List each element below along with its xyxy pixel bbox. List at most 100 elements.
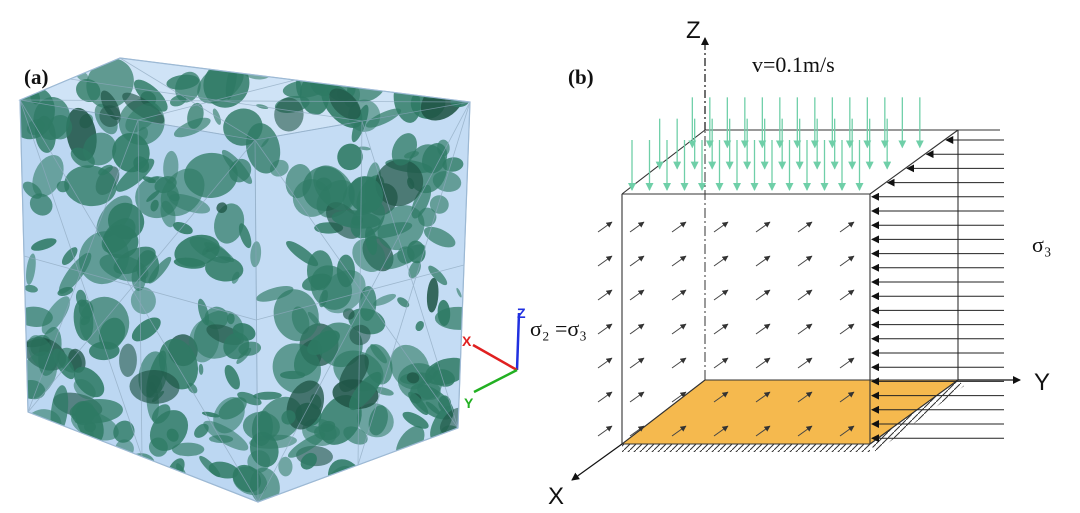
face-stress-arrow: [629, 255, 645, 267]
fracture-disc: [300, 452, 317, 470]
face-stress-arrow: [671, 289, 687, 301]
fracture-disc: [133, 79, 168, 112]
fracture-disc: [365, 108, 402, 128]
fracture-disc: [224, 364, 240, 390]
fracture-disc: [201, 411, 220, 418]
fracture-disc: [358, 286, 377, 321]
face-stress-arrow: [839, 391, 855, 403]
right-face-stress-arrows: [871, 136, 1004, 443]
fracture-disc: [27, 335, 56, 371]
side-stress-label: σ₂ =σ₃: [530, 316, 587, 341]
fracture-disc: [406, 372, 420, 384]
fracture-disc: [163, 150, 179, 184]
fracture-disc: [70, 147, 95, 169]
face-stress-arrow: [797, 425, 813, 437]
face-stress-arrow: [797, 289, 813, 301]
face-stress-arrow: [839, 425, 855, 437]
face-stress-arrow: [713, 357, 729, 369]
fracture-disc: [197, 298, 210, 326]
fracture-disc: [389, 481, 403, 490]
face-stress-arrow: [629, 391, 645, 403]
fracture-disc: [253, 391, 282, 400]
side-stress-arrow: [597, 425, 613, 437]
panel-b-boundary-conditions: (b) Z Y X: [530, 17, 1052, 510]
fracture-disc: [287, 432, 326, 458]
face-stress-arrow: [671, 357, 687, 369]
fracture-disc: [113, 420, 135, 443]
fracture-disc: [412, 58, 450, 99]
fracture-disc: [274, 97, 304, 132]
face-stress-arrow: [755, 391, 771, 403]
fracture-disc: [24, 284, 38, 293]
fracture-disc: [216, 202, 228, 214]
face-stress-arrow: [629, 323, 645, 335]
face-stress-arrow: [671, 255, 687, 267]
fracture-disc: [423, 226, 456, 248]
fracture-disc: [26, 253, 36, 285]
fracture-disc: [148, 437, 168, 457]
fracture-disc: [173, 117, 211, 138]
fracture-disc: [384, 468, 389, 478]
fracture-disc: [421, 143, 448, 174]
fracture-disc: [432, 369, 455, 387]
fracture-disc: [198, 363, 204, 375]
fracture-disc: [26, 419, 38, 427]
fracture-disc: [299, 76, 330, 115]
triad-y-label: Y: [464, 395, 474, 411]
face-stress-arrow: [797, 391, 813, 403]
fracture-disc: [442, 157, 464, 172]
fracture-disc: [331, 210, 381, 229]
face-stress-arrow: [629, 289, 645, 301]
fracture-disc: [307, 330, 340, 355]
fracture-disc: [280, 370, 306, 380]
fracture-disc: [35, 115, 56, 153]
fracture-disc: [397, 363, 443, 401]
fracture-disc: [456, 287, 462, 298]
fracture-disc: [329, 88, 361, 120]
face-stress-arrow: [629, 221, 645, 233]
panel-a-label: (a): [24, 65, 49, 89]
face-stress-arrow: [755, 221, 771, 233]
face-stress-arrow: [797, 357, 813, 369]
fracture-disc: [348, 176, 384, 213]
face-stress-arrow: [755, 255, 771, 267]
side-stress-arrow: [597, 289, 613, 301]
fracture-disc: [428, 265, 448, 286]
face-stress-arrow: [839, 255, 855, 267]
cube-outline: [19, 57, 471, 503]
face-stress-arrow: [839, 221, 855, 233]
fracture-disc: [29, 193, 53, 216]
face-stress-arrow: [755, 289, 771, 301]
side-stress-arrow: [597, 221, 613, 233]
fracture-disc: [349, 371, 382, 411]
face-stress-arrow: [671, 391, 687, 403]
triad-y-axis: [473, 368, 518, 394]
right-stress-label: σ₃: [1032, 232, 1052, 257]
fracture-disc: [64, 165, 117, 207]
fracture-disc: [301, 273, 332, 291]
fracture-disc: [288, 67, 310, 80]
fracture-disc: [98, 164, 113, 176]
face-stress-arrow: [755, 323, 771, 335]
triad-x-label: X: [462, 333, 472, 349]
top-velocity-arrows: [628, 97, 924, 191]
fracture-disc: [408, 260, 421, 279]
fracture-disc: [53, 348, 75, 380]
fracture-disc: [286, 380, 325, 430]
fracture-disc: [285, 164, 312, 199]
fracture-disc: [256, 286, 294, 302]
fracture-disc: [100, 90, 121, 121]
fracture-disc: [166, 428, 179, 442]
face-stress-arrow: [713, 221, 729, 233]
face-stress-arrow: [713, 289, 729, 301]
face-stress-arrow: [797, 221, 813, 233]
panel-b-label: (b): [568, 65, 594, 89]
fracture-disc: [337, 143, 363, 171]
fracture-disc: [415, 320, 424, 332]
fracture-disc: [227, 313, 235, 325]
x-axis-line: [571, 443, 623, 481]
side-stress-arrow: [597, 391, 613, 403]
fracture-disc: [31, 238, 57, 251]
fracture-disc: [391, 133, 418, 166]
